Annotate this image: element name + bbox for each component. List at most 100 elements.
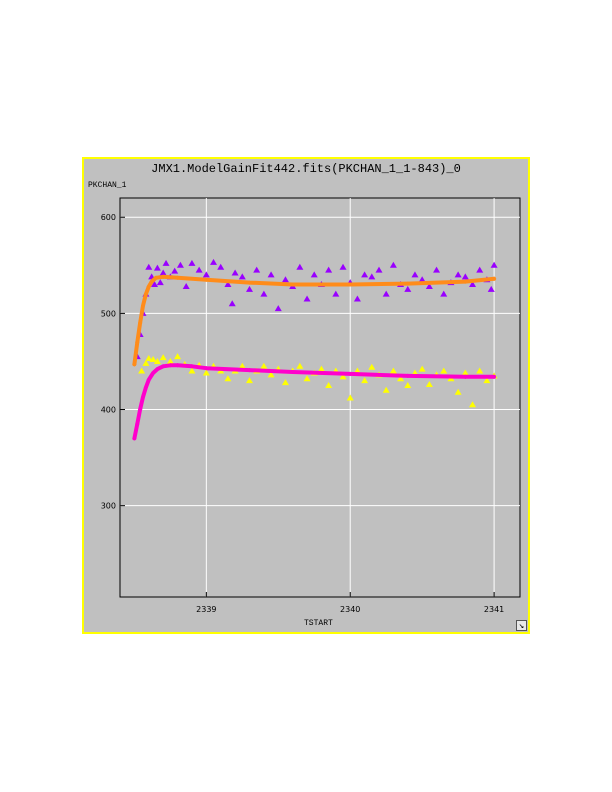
fit-point	[151, 370, 156, 375]
data-point	[303, 375, 311, 382]
data-point	[174, 353, 182, 360]
data-point	[368, 363, 376, 370]
data-point	[317, 365, 325, 372]
data-point	[149, 356, 157, 363]
data-point	[188, 259, 196, 266]
data-point	[310, 271, 318, 278]
data-point	[162, 259, 170, 266]
data-point	[476, 367, 484, 374]
fit-point	[143, 385, 148, 390]
y-tick-label: 500	[101, 309, 116, 318]
data-point	[210, 258, 218, 265]
data-point	[238, 273, 246, 280]
resize-arrow-icon[interactable]: ↘	[516, 620, 527, 631]
fit-point	[175, 363, 180, 368]
data-point	[332, 290, 340, 297]
data-point	[202, 369, 210, 376]
data-point	[156, 279, 164, 286]
fit-point	[204, 366, 209, 371]
data-point	[375, 266, 383, 273]
data-point	[228, 300, 236, 307]
fit-point	[146, 284, 151, 289]
fit-point	[141, 303, 146, 308]
data-point	[138, 367, 146, 374]
y-tick-label: 300	[101, 502, 116, 511]
data-point	[339, 263, 347, 270]
data-point	[224, 375, 232, 382]
data-point	[145, 263, 153, 270]
fit-point	[290, 370, 295, 375]
data-point	[245, 285, 253, 292]
data-point	[159, 269, 167, 276]
data-point	[339, 373, 347, 380]
data-point	[368, 273, 376, 280]
data-point	[487, 285, 495, 292]
y-tick-label: 400	[101, 406, 116, 415]
x-tick-label: 2341	[484, 605, 504, 614]
data-point	[145, 355, 153, 362]
data-point	[418, 276, 426, 283]
data-point	[469, 401, 477, 408]
fit-point	[153, 275, 158, 280]
data-point	[389, 261, 397, 268]
data-point	[260, 362, 268, 369]
data-point	[425, 381, 433, 388]
data-point	[188, 367, 196, 374]
fit-point	[149, 279, 154, 284]
data-point	[418, 365, 426, 372]
fit-point	[168, 363, 173, 368]
fit-point	[175, 275, 180, 280]
data-point	[296, 263, 304, 270]
data-point	[404, 381, 412, 388]
data-point	[382, 386, 390, 393]
fit-point	[161, 364, 166, 369]
data-point	[245, 377, 253, 384]
fit-point	[492, 374, 497, 379]
data-point	[411, 271, 419, 278]
data-point	[296, 362, 304, 369]
fit-point	[161, 274, 166, 279]
fit-point	[405, 373, 410, 378]
data-point	[182, 282, 190, 289]
data-point	[353, 295, 361, 302]
fit-point	[247, 368, 252, 373]
data-point	[202, 271, 210, 278]
data-point	[476, 266, 484, 273]
data-point	[454, 271, 462, 278]
data-point	[397, 375, 405, 382]
chart-canvas: 300 400 500 600 2339 2340 2341	[101, 197, 521, 614]
data-point	[171, 267, 179, 274]
data-point	[361, 271, 369, 278]
fit-point	[204, 277, 209, 282]
fit-point	[247, 280, 252, 285]
x-tick-label: 2340	[340, 605, 360, 614]
fit-point	[135, 340, 140, 345]
data-point	[454, 388, 462, 395]
fit-point	[143, 292, 148, 297]
data-point	[425, 282, 433, 289]
data-point	[176, 261, 184, 268]
data-point	[469, 281, 477, 288]
data-point	[281, 379, 289, 386]
fit-point	[189, 364, 194, 369]
data-point	[260, 290, 268, 297]
data-point	[224, 281, 232, 288]
fit-point	[138, 407, 143, 412]
x-axis-label: TSTART	[304, 619, 333, 628]
data-point	[217, 263, 225, 270]
data-point	[195, 266, 203, 273]
data-point	[389, 367, 397, 374]
plot-title: JMX1.ModelGainFit442.fits(PKCHAN_1_1-843…	[151, 162, 461, 176]
data-point	[346, 394, 354, 401]
fit-point	[348, 371, 353, 376]
plot-area	[119, 197, 521, 598]
fit-point	[132, 362, 137, 367]
y-axis-label: PKCHAN_1	[88, 181, 127, 190]
fit-point	[463, 279, 468, 284]
data-point	[253, 266, 261, 273]
y-tick-label: 600	[101, 213, 116, 222]
data-point	[303, 295, 311, 302]
data-point	[142, 359, 150, 366]
data-point	[166, 357, 174, 364]
fit-point	[155, 367, 160, 372]
